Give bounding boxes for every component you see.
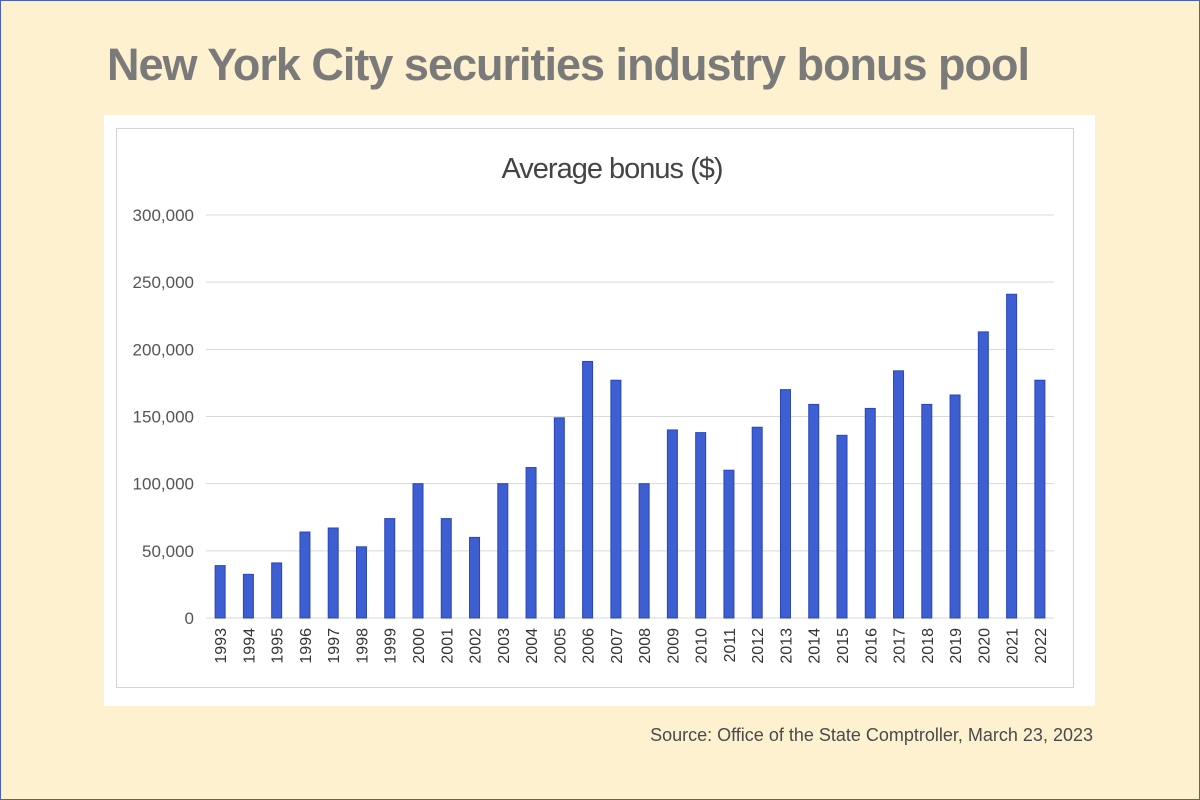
y-axis-ticks: 0 50,000 100,000 150,000 200,000 250,000 300,0… [133,206,194,628]
bar-2011 [723,469,735,619]
gridlines [206,214,1054,619]
y-tick-label: 50,000 [142,542,194,561]
x-tick-label: 2004 [524,628,541,664]
bar-2019 [949,394,961,619]
x-tick-label: 2022 [1033,628,1050,664]
x-tick-label: 2012 [750,628,767,664]
y-tick-label: 150,000 [133,408,194,427]
bar-2008 [638,483,650,619]
bar-2018 [921,403,933,619]
x-tick-label: 2015 [835,628,852,664]
x-tick-label: 1997 [326,628,343,664]
bar-2020 [977,331,989,619]
x-tick-label: 2005 [552,628,569,664]
x-tick-label: 2009 [665,628,682,664]
bar-2002 [469,536,481,619]
bar-2015 [836,434,848,619]
bar-2022 [1034,379,1046,619]
x-tick-label: 2018 [920,628,937,664]
bar-2001 [440,518,452,619]
x-tick-label: 2014 [807,628,824,664]
bar-2010 [695,432,707,619]
x-tick-label: 2001 [439,628,456,664]
x-tick-label: 2011 [722,628,739,663]
x-tick-label: 2008 [637,628,654,664]
bar-2007 [610,379,622,619]
bar-2012 [751,426,763,619]
bar-1998 [355,546,367,619]
bar-2017 [893,370,905,619]
x-tick-label: 2003 [496,628,513,664]
source-note: Source: Office of the State Comptroller,… [650,725,1093,745]
bar-chart: Average bonus ($) 0 50,000 100,000 150,000 2… [133,153,1054,664]
x-tick-label: 2019 [948,628,965,664]
chart-card: Average bonus ($) 0 50,000 100,000 150,000 2… [104,115,1095,706]
bar-2021 [1006,293,1018,619]
x-tick-label: 2013 [778,628,795,664]
x-tick-label: 2021 [1005,628,1022,664]
bar-2003 [497,483,509,619]
bar-1994 [242,573,254,619]
page-title: New York City securities industry bonus … [107,39,1030,90]
bar-2000 [412,483,424,619]
bar-2014 [808,403,820,619]
bar-1999 [384,518,396,619]
bar-2009 [666,429,678,619]
bar-2016 [864,407,876,619]
x-tick-label: 2020 [976,628,993,664]
x-tick-label: 1998 [354,628,371,664]
bar-1995 [271,562,283,619]
x-tick-label: 2006 [581,628,598,664]
bars [214,293,1046,619]
bar-1997 [327,527,339,619]
x-tick-label: 1994 [241,628,258,664]
x-axis-ticks: 1993 1994 1995 1996 1997 1998 1999 2000 2001 2002… [213,628,1050,664]
y-tick-label: 200,000 [133,340,194,359]
y-tick-label: 0 [185,609,194,628]
bar-2006 [582,360,594,619]
bar-1996 [299,531,311,619]
chart-area [116,128,1074,688]
x-tick-label: 2000 [411,628,428,664]
y-tick-label: 300,000 [133,206,194,225]
x-tick-label: 2007 [609,628,626,664]
y-tick-label: 250,000 [133,273,194,292]
x-tick-label: 2010 [694,628,711,664]
x-tick-label: 2016 [863,628,880,664]
y-tick-label: 100,000 [133,475,194,494]
bar-2013 [779,389,791,619]
x-tick-label: 1993 [213,628,230,664]
bar-2004 [525,467,537,619]
x-tick-label: 2017 [892,628,909,664]
chart-title: Average bonus ($) [501,153,722,185]
x-tick-label: 1995 [270,628,287,664]
bar-1993 [214,565,226,619]
x-tick-label: 1996 [298,628,315,664]
x-tick-label: 1999 [383,628,400,664]
x-tick-label: 2002 [468,628,485,664]
bar-2005 [553,417,565,619]
